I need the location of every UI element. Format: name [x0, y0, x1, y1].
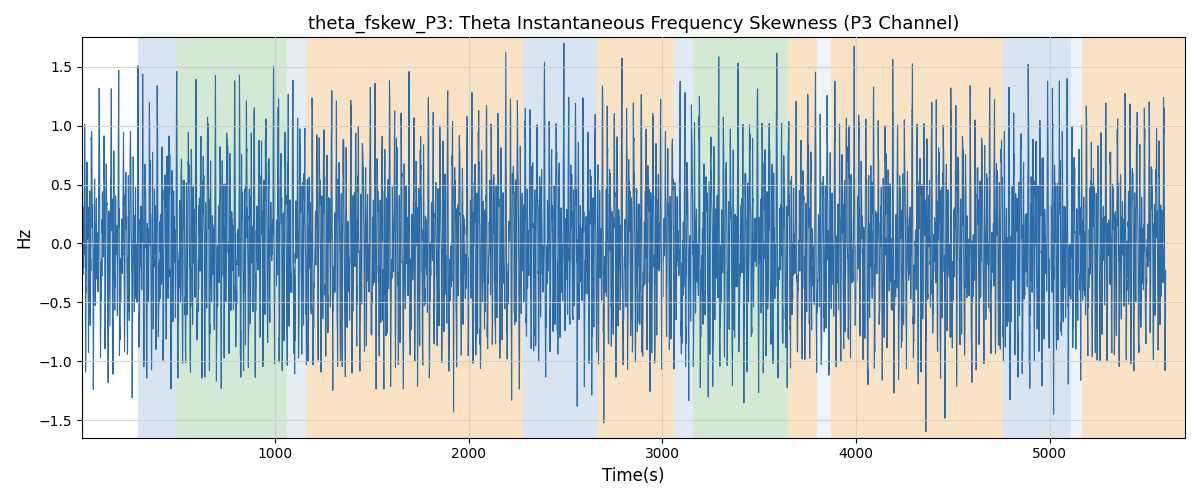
Bar	[287, 38, 306, 438]
Bar	[817, 38, 830, 438]
Bar	[674, 38, 694, 438]
X-axis label: Time(s): Time(s)	[602, 467, 665, 485]
Y-axis label: Hz: Hz	[14, 227, 32, 248]
Bar	[1070, 38, 1082, 438]
Bar	[694, 38, 788, 438]
Bar	[1003, 38, 1070, 438]
Bar	[596, 38, 674, 438]
Bar	[523, 38, 596, 438]
Title: theta_fskew_P3: Theta Instantaneous Frequency Skewness (P3 Channel): theta_fskew_P3: Theta Instantaneous Freq…	[307, 15, 959, 34]
Bar	[788, 38, 817, 438]
Bar	[176, 38, 287, 438]
Bar	[138, 38, 176, 438]
Bar	[306, 38, 523, 438]
Bar	[830, 38, 1003, 438]
Bar	[1082, 38, 1184, 438]
